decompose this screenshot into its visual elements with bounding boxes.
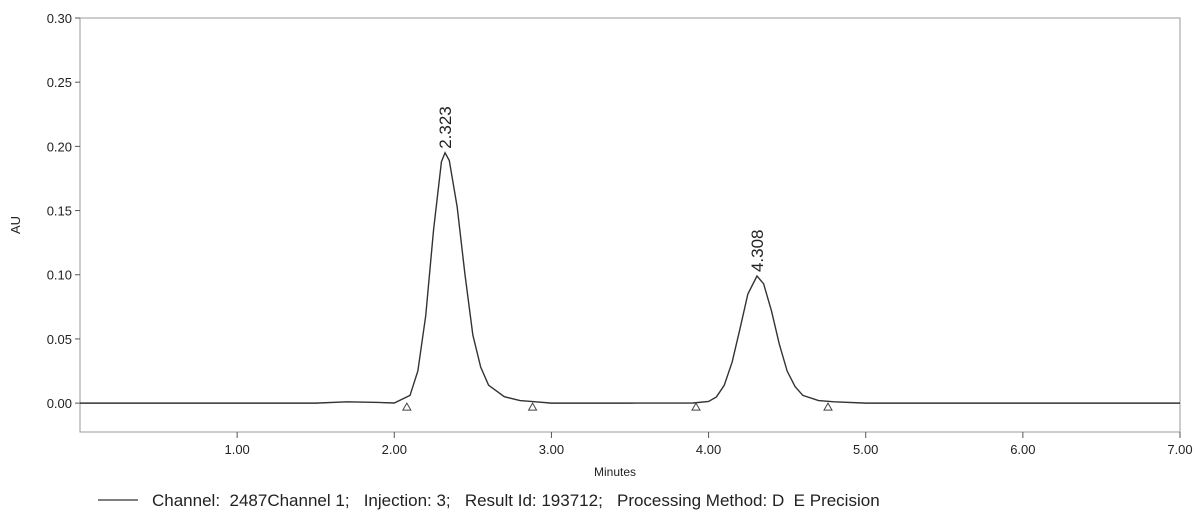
y-tick-label: 0.05 <box>47 332 72 347</box>
x-axis-label: Minutes <box>594 465 636 479</box>
chromatogram-line <box>80 151 1180 404</box>
integration-marker <box>527 402 538 411</box>
plot-frame <box>79 17 1181 433</box>
x-tick-label: 4.00 <box>696 442 721 457</box>
integration-marker <box>401 402 412 411</box>
peak-label: 4.308 <box>748 229 767 272</box>
y-tick-label: 0.20 <box>47 139 72 154</box>
y-tick-label: 0.25 <box>47 75 72 90</box>
x-tick-label: 2.00 <box>382 442 407 457</box>
x-tick-label: 5.00 <box>853 442 878 457</box>
legend-label: Channel: 2487Channel 1; Injection: 3; Re… <box>152 491 880 510</box>
y-tick-label: 0.30 <box>47 11 72 26</box>
peak-label: 2.323 <box>436 106 455 149</box>
y-tick-label: 0.15 <box>47 204 72 219</box>
y-tick-label: 0.10 <box>47 268 72 283</box>
integration-marker <box>691 402 701 411</box>
x-tick-label: 6.00 <box>1010 442 1035 457</box>
x-tick-label: 7.00 <box>1167 442 1192 457</box>
x-tick-label: 3.00 <box>539 442 564 457</box>
x-tick-label: 1.00 <box>224 442 249 457</box>
y-axis-label: AU <box>8 216 23 234</box>
integration-marker <box>823 402 833 411</box>
y-tick-label: 0.00 <box>47 396 72 411</box>
